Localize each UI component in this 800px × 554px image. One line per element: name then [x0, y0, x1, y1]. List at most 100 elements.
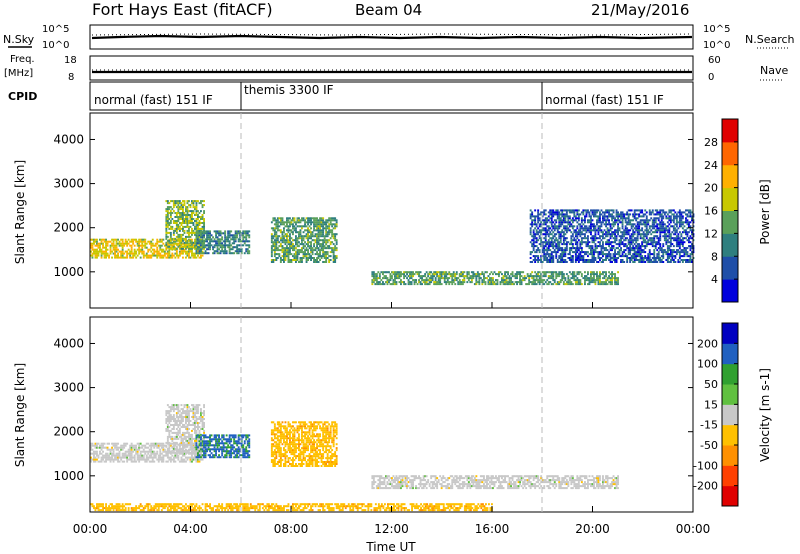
power-echo-cell	[310, 241, 312, 244]
power-echo-cell	[215, 250, 217, 253]
velocity-echo-cell	[189, 460, 192, 463]
power-echo-cell	[632, 215, 635, 218]
power-echo-cell	[448, 277, 451, 280]
power-echo-cell	[644, 233, 647, 236]
power-echo-cell	[281, 235, 284, 238]
power-echo-cell	[281, 259, 284, 261]
power-echo-cell	[325, 231, 328, 234]
power-echo-cell	[185, 250, 187, 253]
power-echo-cell	[636, 239, 639, 242]
power-echo-cell	[289, 251, 291, 254]
power-echo-cell	[188, 244, 190, 247]
power-echo-cell	[621, 227, 624, 230]
power-echo-cell	[615, 261, 618, 263]
power-echo-cell	[389, 273, 392, 276]
power-echo-cell	[614, 217, 616, 220]
power-echo-cell	[630, 247, 633, 250]
power-echo-cell	[537, 261, 540, 263]
velocity-echo-cell	[172, 456, 175, 459]
power-echo-cell	[126, 254, 129, 257]
power-echo-cell	[685, 251, 687, 254]
power-echo-cell	[320, 239, 323, 242]
power-echo-cell	[182, 239, 184, 242]
power-echo-cell	[546, 217, 549, 220]
power-echo-cell	[653, 253, 656, 256]
power-echo-cell	[654, 219, 657, 222]
velocity-echo-cell	[178, 460, 181, 463]
power-echo-cell	[544, 257, 547, 259]
power-echo-cell	[642, 251, 645, 254]
power-echo-cell	[585, 215, 588, 218]
power-echo-cell	[606, 223, 609, 226]
power-echo-cell	[544, 239, 547, 242]
power-echo-cell	[499, 271, 502, 274]
power-echo-cell	[219, 246, 222, 249]
power-echo-cell	[270, 221, 273, 224]
power-echo-cell	[281, 223, 284, 226]
power-echo-cell	[194, 220, 196, 222]
power-echo-cell	[596, 247, 598, 250]
velocity-echo-cell	[97, 454, 100, 457]
power-echo-cell	[659, 223, 662, 226]
power-echo-cell	[198, 230, 201, 233]
power-echo-cell	[562, 217, 565, 220]
power-echo-cell	[639, 247, 642, 250]
power-echo-cell	[531, 243, 534, 246]
power-echo-cell	[175, 254, 178, 257]
velocity-echo-cell	[154, 454, 157, 457]
power-echo-cell	[433, 275, 436, 278]
power-echo-cell	[136, 248, 139, 251]
velocity-echo-cell	[123, 444, 126, 447]
power-echo-cell	[596, 273, 598, 276]
power-echo-cell	[532, 249, 535, 252]
power-echo-cell	[293, 225, 296, 228]
power-echo-cell	[573, 237, 576, 240]
power-echo-cell	[160, 238, 163, 241]
power-echo-cell	[171, 241, 174, 244]
power-echo-cell	[180, 250, 183, 253]
power-echo-cell	[150, 256, 153, 259]
power-echo-cell	[463, 271, 466, 274]
power-echo-cell	[574, 217, 577, 220]
velocity-echo-cell	[105, 458, 107, 461]
power-echo-cell	[329, 243, 332, 246]
power-echo-cell	[112, 244, 115, 247]
power-echo-cell	[272, 227, 275, 230]
power-echo-cell	[520, 275, 523, 278]
power-echo-cell	[543, 219, 546, 222]
velocity-echo-cell	[165, 450, 168, 453]
power-echo-cell	[621, 243, 624, 246]
power-echo-cell	[654, 231, 657, 234]
power-echo-cell	[307, 231, 309, 234]
nsky-label: N.Sky	[3, 33, 35, 46]
power-echo-cell	[323, 253, 326, 256]
power-echo-cell	[657, 211, 660, 214]
power-echo-cell	[663, 229, 666, 232]
velocity-echo-cell	[126, 456, 129, 459]
power-echo-cell	[602, 251, 604, 254]
power-echo-cell	[683, 251, 686, 254]
power-echo-cell	[645, 245, 648, 248]
power-echo-cell	[489, 277, 491, 280]
power-echo-cell	[588, 229, 591, 232]
power-echo-cell	[544, 281, 547, 284]
power-echo-cell	[535, 283, 538, 286]
power-echo-cell	[683, 221, 686, 224]
power-echo-cell	[600, 209, 603, 212]
power-echo-cell	[580, 259, 583, 261]
power-echo-cell	[292, 217, 294, 220]
power-echo-cell	[531, 211, 534, 214]
power-echo-cell	[188, 204, 190, 207]
velocity-echo-cell	[201, 458, 204, 461]
power-echo-cell	[612, 277, 615, 280]
power-echo-cell	[204, 244, 207, 247]
power-echo-cell	[599, 225, 601, 228]
power-echo-cell	[584, 277, 586, 280]
power-echo-cell	[483, 281, 485, 284]
power-echo-cell	[325, 261, 328, 263]
power-echo-cell	[600, 231, 603, 234]
power-echo-cell	[94, 248, 97, 251]
power-echo-cell	[311, 231, 314, 234]
power-echo-cell	[298, 253, 300, 256]
power-echo-cell	[281, 255, 284, 258]
